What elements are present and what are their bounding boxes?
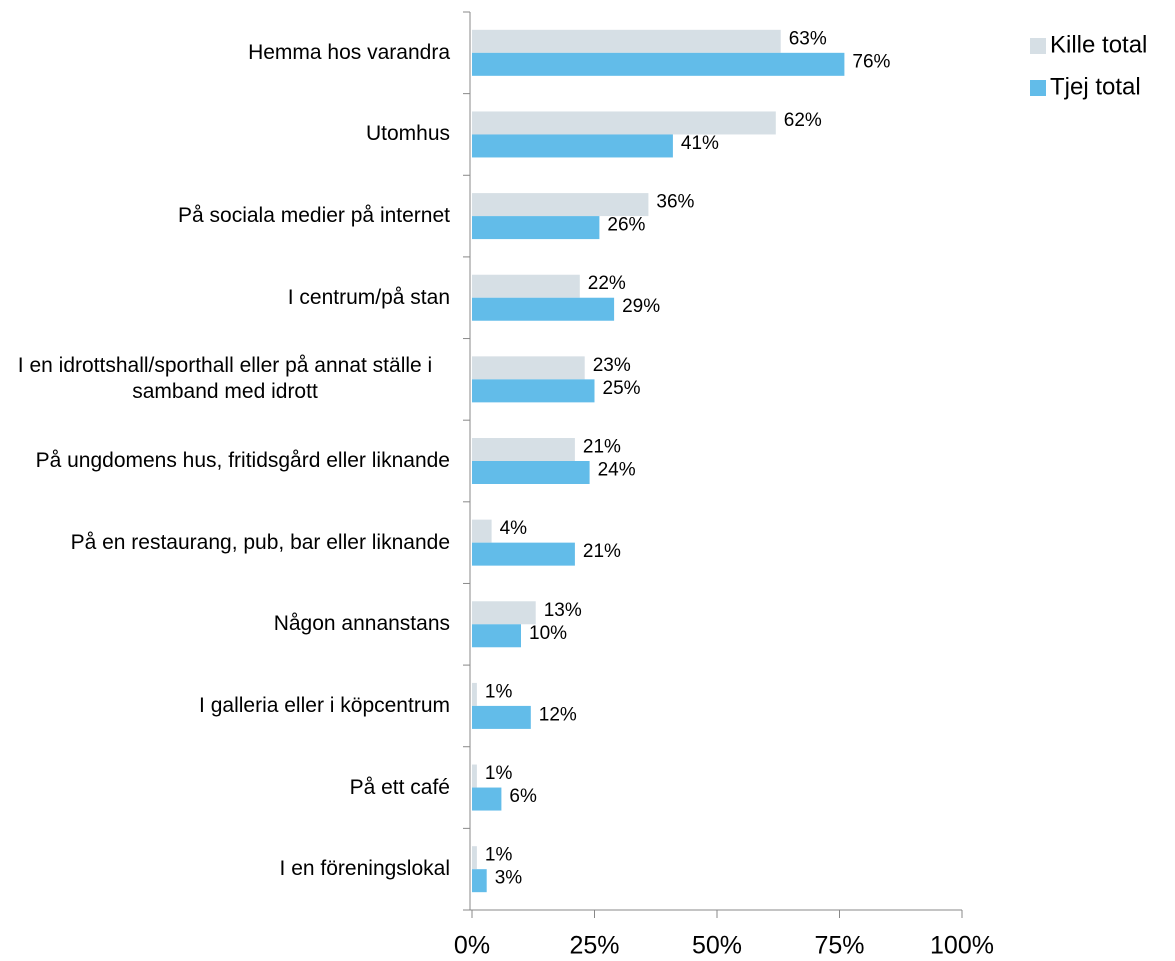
bar [472,461,590,484]
bar [472,869,487,893]
data-label: 6% [509,786,537,807]
y-tick-label: Hemma hos varandra [248,40,450,64]
data-label: 36% [656,192,694,213]
data-label: 1% [485,845,513,866]
bar [472,134,673,158]
data-label: 24% [598,460,636,481]
data-label: 41% [681,133,719,154]
data-label: 26% [607,215,645,236]
data-label: 10% [529,623,567,644]
data-label: 21% [583,541,621,562]
bar [472,846,477,870]
bar [472,438,575,461]
bar [472,379,595,403]
y-tick-label: I galleria eller i köpcentrum [199,693,450,717]
x-tick-label: 100% [930,932,994,960]
y-tick-label: Utomhus [365,122,450,146]
data-label: 4% [500,518,528,539]
x-tick-label: 0% [454,932,490,960]
data-label: 76% [852,51,890,72]
y-tick-label: På sociala medier på internet [178,204,450,228]
y-tick-label: På en restaurang, pub, bar eller liknand… [70,530,450,554]
bar [472,705,531,729]
data-label: 22% [588,273,626,294]
bar [472,216,600,240]
data-label: 1% [485,763,513,784]
bar [472,274,580,298]
bar [472,356,585,380]
data-label: 29% [622,296,660,317]
bar [472,787,502,811]
y-tick-label: På ett café [349,775,450,799]
y-tick-label: I en föreningslokal [279,857,450,881]
y-tick-label: I centrum/på stan [287,285,450,309]
data-label: 13% [544,600,582,621]
data-label: 23% [593,355,631,376]
data-label: 62% [784,110,822,131]
bar [472,542,575,566]
x-tick-label: 50% [692,932,742,960]
bar [472,111,776,135]
bar [472,29,781,53]
bar [472,297,615,321]
bar [472,193,649,217]
y-tick-label: Någon annanstans [273,612,450,636]
bar [472,519,492,543]
x-tick-label: 25% [569,932,619,960]
data-label: 1% [485,681,513,702]
bar [472,624,521,648]
bar [472,52,845,76]
x-tick-label: 75% [814,932,864,960]
bar [472,682,477,706]
legend-label: Kille total [1050,31,1147,58]
bar [472,764,477,788]
legend-swatch [1030,38,1046,54]
data-label: 12% [539,704,577,725]
legend-label: Tjej total [1050,73,1141,100]
legend-swatch [1030,80,1046,96]
data-label: 21% [583,437,621,458]
y-tick-label: I en idrottshall/sporthall eller på anna… [17,354,433,404]
data-label: 63% [789,28,827,49]
data-label: 25% [603,378,641,399]
y-tick-label: På ungdomens hus, fritidsgård eller likn… [35,449,450,472]
data-label: 3% [495,868,523,889]
bar [472,601,536,625]
